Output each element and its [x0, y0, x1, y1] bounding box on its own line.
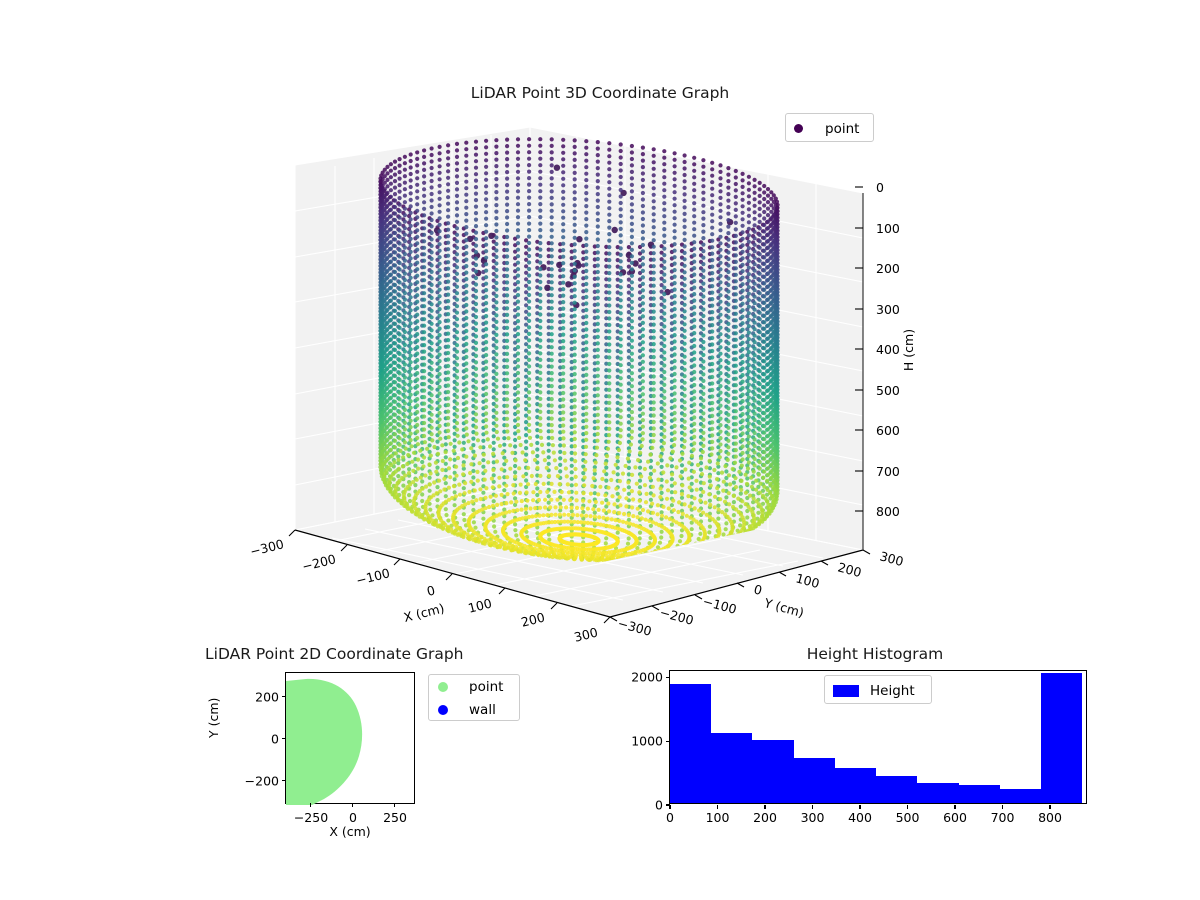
plot2d-ytickmark	[282, 696, 286, 697]
hist-xtick-700: 700	[991, 810, 1015, 825]
histogram-bar	[959, 785, 1000, 803]
histogram-bar	[1000, 789, 1041, 803]
hist-ytick-1000: 1000	[631, 734, 663, 749]
hist-xtick-400: 400	[848, 810, 872, 825]
plot3d-legend[interactable]: point	[785, 113, 874, 142]
plot2d-xtickmark	[394, 803, 395, 807]
hist-xtick-600: 600	[943, 810, 967, 825]
histogram-legend[interactable]: Height	[824, 675, 932, 704]
hist-xtickmark	[954, 805, 955, 809]
hist-xtickmark	[1049, 805, 1050, 809]
histogram-bar	[752, 740, 793, 803]
hist-xtick-100: 100	[706, 810, 730, 825]
hist-xtickmark	[669, 805, 670, 809]
matplotlib-figure: LiDAR Point 3D Coordinate Graph	[0, 0, 1200, 900]
hist-ytickmark	[666, 677, 670, 678]
lidar-3d-canvas: −300 −200 −100 0 100 200 300 X (cm) 300	[250, 105, 930, 645]
plot2d-xtick-250: 250	[383, 810, 407, 825]
histogram-title: Height Histogram	[640, 645, 1110, 663]
legend-item-wall: wall	[429, 698, 519, 721]
plot2d-ytick-neg200: −200	[245, 774, 279, 789]
lidar-2d-point-region	[286, 673, 416, 805]
point-marker-icon	[438, 682, 448, 692]
height-color-swatch	[833, 685, 859, 697]
histogram-bar	[670, 684, 711, 803]
hist-xtickmark	[907, 805, 908, 809]
plot2d-ytickmark	[282, 780, 286, 781]
legend-label-point: point	[825, 121, 859, 137]
histogram-bar	[835, 768, 876, 803]
hist-ytick-2000: 2000	[631, 670, 663, 685]
hist-xtick-200: 200	[753, 810, 777, 825]
plot2d-xlabel: X (cm)	[285, 824, 415, 839]
legend-item-point: point	[429, 675, 519, 698]
lidar-2d-axes: 200 0 −200 −250 0 250	[285, 672, 415, 804]
histogram-bar	[917, 783, 958, 803]
plot2d-xtickmark	[352, 803, 353, 807]
plot2d-title: LiDAR Point 2D Coordinate Graph	[205, 645, 505, 663]
histogram-bar	[1041, 673, 1082, 803]
plot2d-ytick-200: 200	[255, 690, 279, 705]
hist-xtickmark	[717, 805, 718, 809]
lidar-3d-axes: −300 −200 −100 0 100 200 300 X (cm) 300	[250, 105, 930, 645]
hist-xtickmark	[812, 805, 813, 809]
plot3d-ylabel: Y (cm)	[762, 595, 806, 620]
hist-xtick-0: 0	[666, 810, 674, 825]
histogram-bar	[876, 776, 917, 803]
plot3d-zlabel: H (cm)	[901, 329, 916, 371]
legend-item-height: Height	[825, 676, 931, 705]
plot2d-ytick-0: 0	[271, 732, 279, 747]
hist-xtickmark	[1002, 805, 1003, 809]
plot3d-xlabel: X (cm)	[402, 600, 446, 625]
plot3d-title: LiDAR Point 3D Coordinate Graph	[0, 84, 1200, 102]
hist-ytickmark	[666, 741, 670, 742]
hist-xtickmark	[859, 805, 860, 809]
plot2d-ylabel: Y (cm)	[206, 698, 221, 738]
plot2d-xtick-neg250: −250	[294, 810, 328, 825]
plot2d-xtick-0: 0	[349, 810, 357, 825]
plot3d-z-ticklabels: 0 100 200 300 400 500 600 700 800	[876, 180, 900, 519]
legend-label-point: point	[469, 679, 503, 695]
point-marker-icon	[794, 124, 803, 133]
plot2d-ytickmark	[282, 738, 286, 739]
histogram-bar	[711, 733, 752, 803]
hist-ytick-0: 0	[655, 798, 663, 813]
hist-xtick-800: 800	[1038, 810, 1062, 825]
plot2d-legend[interactable]: point wall	[428, 674, 520, 721]
legend-label-wall: wall	[469, 702, 496, 718]
hist-xtick-300: 300	[801, 810, 825, 825]
legend-item-point: point	[786, 114, 873, 143]
hist-xtick-500: 500	[896, 810, 920, 825]
hist-xtickmark	[764, 805, 765, 809]
histogram-bar	[794, 758, 835, 803]
plot2d-xtickmark	[310, 803, 311, 807]
legend-label-height: Height	[870, 683, 915, 699]
wall-marker-icon	[438, 705, 448, 715]
